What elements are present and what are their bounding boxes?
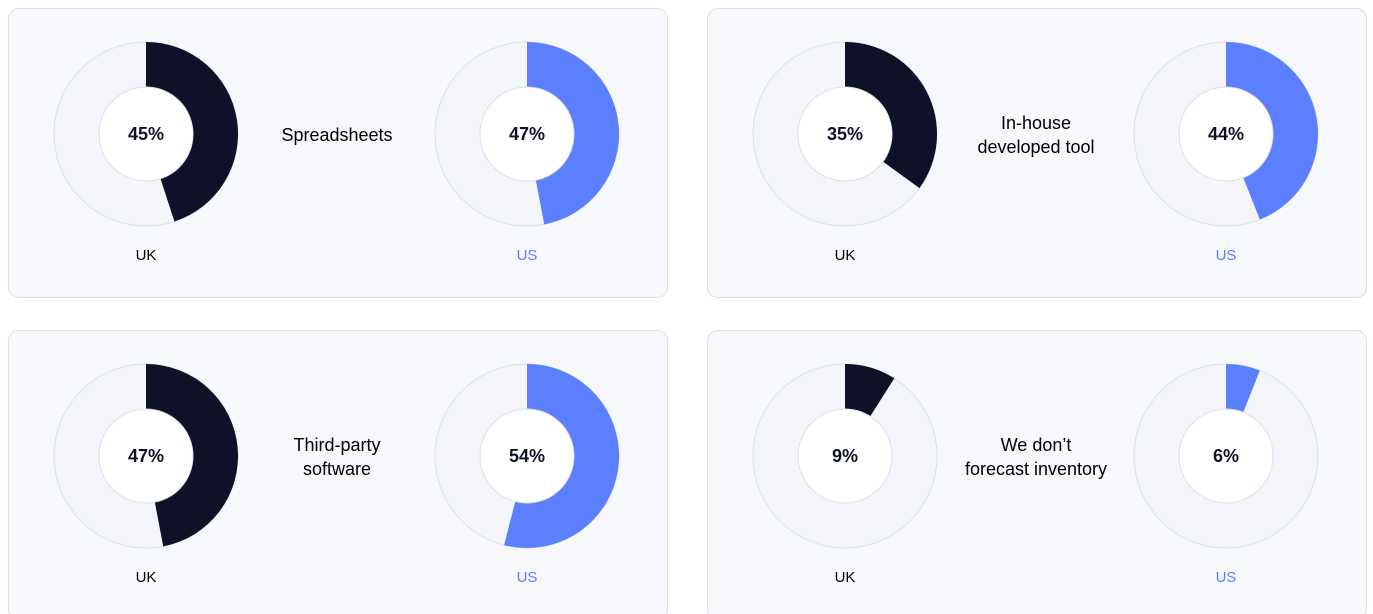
donut-segment: [504, 364, 619, 548]
donut-segment: [146, 363, 238, 547]
value-label: 47%: [509, 124, 545, 144]
donut-segment: [1226, 364, 1260, 413]
donut-hole: [797, 86, 893, 182]
donut-hole: [479, 408, 575, 504]
donut-hole: [479, 86, 575, 182]
country-label: US: [517, 569, 538, 586]
value-label: 54%: [509, 446, 545, 466]
value-label: 47%: [128, 446, 164, 466]
card-title: software: [303, 459, 371, 479]
donut-hole: [1178, 86, 1274, 182]
card-title: Spreadsheets: [281, 125, 392, 145]
value-label: 35%: [827, 124, 863, 144]
card-title: We don’t: [1001, 435, 1072, 455]
card-title: developed tool: [977, 137, 1094, 157]
donut-segment: [146, 42, 238, 222]
donut-hole: [98, 408, 194, 504]
card-title: forecast inventory: [965, 459, 1107, 479]
donut-segment: [845, 364, 895, 417]
country-label: UK: [835, 247, 856, 264]
country-label: UK: [835, 569, 856, 586]
donut-hole: [98, 86, 194, 182]
donut-segment: [527, 42, 620, 225]
value-label: 9%: [832, 446, 858, 466]
value-label: 6%: [1213, 446, 1239, 466]
country-label: UK: [136, 247, 157, 264]
country-label: US: [1216, 569, 1237, 586]
donut-hole: [797, 408, 893, 504]
country-label: US: [517, 247, 538, 264]
card-title: Third-party: [293, 435, 380, 455]
card-title: In-house: [1001, 113, 1071, 133]
country-label: UK: [136, 569, 157, 586]
value-label: 44%: [1208, 124, 1244, 144]
country-label: US: [1216, 247, 1237, 264]
donut-segment: [845, 42, 937, 189]
value-label: 45%: [128, 124, 164, 144]
donut-hole: [1178, 408, 1274, 504]
